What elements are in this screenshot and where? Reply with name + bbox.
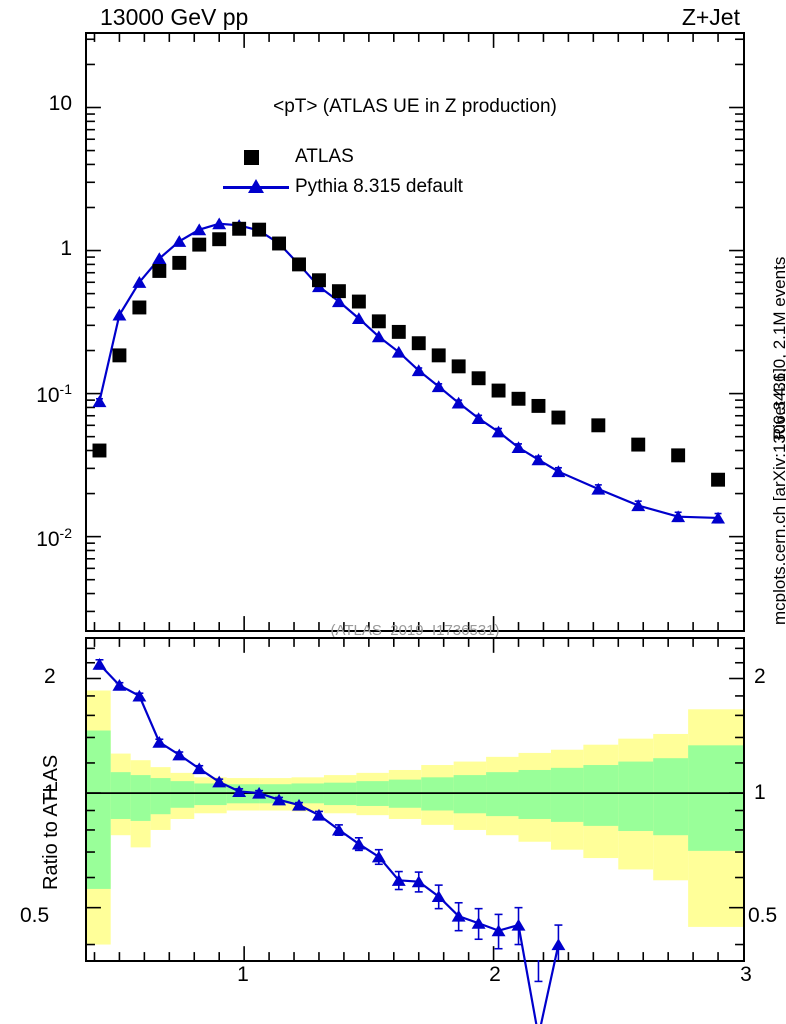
legend-label-mc: Pythia 8.315 default (295, 176, 463, 197)
ratio-y-tick-05-right: 0.5 (748, 904, 778, 927)
plot-title: <pT> (ATLAS UE in Z production) (273, 96, 557, 117)
ratio-y-tick-05-left: 0.5 (20, 904, 50, 927)
analysis-watermark: (ATLAS_2019_I1736531) (330, 622, 500, 639)
main-plot-canvas (87, 34, 743, 630)
legend-entry-data: ATLAS (223, 142, 463, 172)
ratio-y-tick-1-left: 1 (44, 781, 56, 804)
ratio-y-tick-2-right: 2 (754, 665, 766, 688)
mcplots-source-label: mcplots.cern.ch [arXiv:1306.3436] (770, 367, 786, 625)
ratio-y-tick-2-left: 2 (44, 665, 56, 688)
y-tick-1: 1 (60, 237, 72, 260)
y-tick-1e-1: 10-1 (36, 381, 72, 407)
x-tick-1: 1 (237, 963, 249, 986)
y-tick-10: 10 (48, 92, 72, 115)
legend: ATLAS Pythia 8.315 default (223, 142, 463, 202)
legend-triangle-line-marker (223, 174, 289, 200)
x-tick-2: 2 (489, 963, 501, 986)
ratio-y-tick-1-right: 1 (754, 781, 766, 804)
ratio-plot-panel (85, 637, 745, 1024)
main-plot-panel: <pT> (ATLAS UE in Z production) (ATLAS_2… (85, 32, 745, 639)
header-beam-label: 13000 GeV pp (100, 4, 249, 30)
legend-label-data: ATLAS (295, 146, 354, 167)
y-tick-1e-2: 10-2 (36, 525, 72, 551)
ratio-plot-canvas (87, 639, 743, 1024)
legend-entry-mc: Pythia 8.315 default (223, 172, 463, 202)
ratio-y-axis-title: Ratio to ATLAS (40, 754, 62, 890)
x-tick-3: 3 (740, 963, 752, 986)
header-process-label: Z+Jet (681, 4, 740, 30)
legend-square-marker (223, 144, 289, 170)
